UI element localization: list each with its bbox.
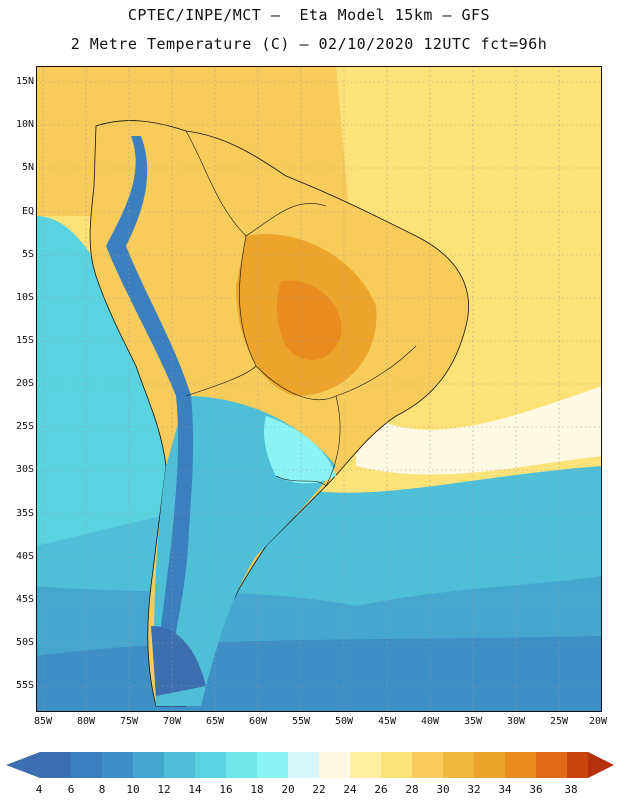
lat-label: 30S — [15, 464, 34, 475]
lon-label: 85W — [33, 716, 53, 727]
interior-hotter — [276, 280, 342, 360]
colorbar-label: 14 — [188, 783, 202, 796]
lat-label: 45S — [15, 594, 34, 605]
pampas-light — [264, 416, 336, 484]
lon-label: 60W — [248, 716, 268, 727]
colorbar-swatch — [319, 752, 350, 778]
colorbar-swatch — [474, 752, 505, 778]
colorbar-swatch — [443, 752, 474, 778]
colorbar-label: 8 — [98, 783, 106, 796]
colorbar-swatch — [226, 752, 257, 778]
lat-label: 50S — [15, 637, 34, 648]
colorbar-label: 18 — [250, 783, 264, 796]
lon-label: 35W — [463, 716, 483, 727]
colorbar-swatch — [567, 752, 588, 778]
colorbar — [6, 752, 614, 778]
lon-label: 40W — [420, 716, 440, 727]
colorbar-swatch — [381, 752, 412, 778]
colorbar-label: 30 — [436, 783, 450, 796]
colorbar-label: 12 — [157, 783, 171, 796]
lat-label: 40S — [15, 551, 34, 562]
lat-label: 25S — [15, 421, 34, 432]
lon-label: 20W — [588, 716, 608, 727]
lon-label: 50W — [334, 716, 354, 727]
lon-label: 70W — [162, 716, 182, 727]
colorbar-swatch — [133, 752, 164, 778]
colorbar-swatch — [257, 752, 288, 778]
colorbar-label: 6 — [67, 783, 75, 796]
colorbar-swatch — [71, 752, 102, 778]
colorbar-swatch — [195, 752, 226, 778]
ocean-far-south — [36, 636, 602, 712]
colorbar-swatch — [505, 752, 536, 778]
map-panel — [36, 66, 602, 712]
title-line-2: 2 Metre Temperature (C) – 02/10/2020 12U… — [70, 35, 548, 53]
colorbar-label: 28 — [405, 783, 419, 796]
lat-label: 55S — [15, 680, 34, 691]
colorbar-high-arrow — [588, 752, 614, 778]
lon-label: 25W — [549, 716, 569, 727]
colorbar-label: 20 — [281, 783, 295, 796]
colorbar-label: 24 — [343, 783, 357, 796]
andes-cold-stripe — [106, 136, 194, 666]
lon-label: 80W — [76, 716, 96, 727]
colorbar-swatch — [40, 752, 71, 778]
lat-label: 5S — [21, 249, 34, 260]
lon-label: 30W — [506, 716, 526, 727]
colorbar-label: 34 — [498, 783, 512, 796]
country-borders — [185, 130, 417, 487]
lat-label: EQ — [21, 206, 34, 217]
colorbar-swatch — [102, 752, 133, 778]
lat-label: 15N — [15, 76, 34, 87]
colorbar-label: 16 — [219, 783, 233, 796]
lon-label: 75W — [119, 716, 139, 727]
lon-label: 65W — [205, 716, 225, 727]
colorbar-label: 10 — [126, 783, 140, 796]
lat-label: 10S — [15, 292, 34, 303]
lon-label: 55W — [291, 716, 311, 727]
lat-label: 35S — [15, 508, 34, 519]
colorbar-swatch — [536, 752, 567, 778]
colorbar-swatch — [350, 752, 381, 778]
colorbar-label: 32 — [467, 783, 481, 796]
colorbar-label: 36 — [529, 783, 543, 796]
lat-label: 5N — [21, 162, 34, 173]
colorbar-low-arrow — [6, 752, 40, 778]
temperature-map — [36, 66, 602, 712]
lat-label: 20S — [15, 378, 34, 389]
colorbar-label: 22 — [312, 783, 326, 796]
colorbar-swatch — [164, 752, 195, 778]
colorbar-label: 26 — [374, 783, 388, 796]
lat-label: 10N — [15, 119, 34, 130]
colorbar-label: 4 — [35, 783, 43, 796]
colorbar-swatch — [412, 752, 443, 778]
ocean-atlantic-light — [356, 386, 602, 475]
patagonia-cold — [151, 626, 206, 696]
colorbar-swatch — [288, 752, 319, 778]
lat-label: 15S — [15, 335, 34, 346]
lon-label: 45W — [377, 716, 397, 727]
colorbar-label: 38 — [564, 783, 578, 796]
title-line-1: CPTEC/INPE/MCT – Eta Model 15km – GFS — [127, 6, 491, 24]
